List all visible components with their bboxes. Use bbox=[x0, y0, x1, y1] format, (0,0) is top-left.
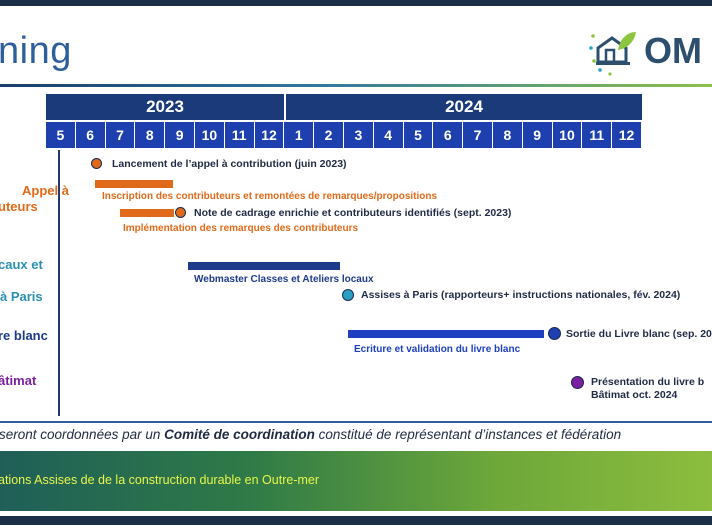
milestone-label: Présentation du livre b Bâtimat oct. 202… bbox=[591, 376, 704, 402]
milestone-marker bbox=[342, 289, 354, 301]
milestone-marker bbox=[91, 158, 102, 169]
timeline-axis bbox=[58, 150, 60, 416]
month-cell: 12 bbox=[254, 122, 285, 148]
footer-text: ations Assises de de la construction dur… bbox=[0, 473, 320, 487]
row-label-livre-blanc: re blanc bbox=[0, 328, 48, 343]
month-cell: 8 bbox=[492, 122, 523, 148]
logo-text: OM bbox=[644, 30, 702, 71]
month-cell: 4 bbox=[373, 122, 404, 148]
milestone-label: Note de cadrage enrichie et contributeur… bbox=[194, 207, 512, 219]
gantt-bar-label: Implémentation des remarques des contrib… bbox=[123, 223, 359, 234]
month-cell: 11 bbox=[582, 122, 613, 148]
bottom-bar bbox=[0, 516, 712, 525]
gantt-bar bbox=[188, 262, 340, 270]
coordination-note: seront coordonnées par un Comité de coor… bbox=[0, 427, 621, 442]
top-bar bbox=[0, 0, 712, 6]
month-cell: 9 bbox=[522, 122, 553, 148]
logo: OM bbox=[588, 28, 712, 76]
milestone-marker bbox=[175, 207, 186, 218]
milestone-label: Lancement de l’appel à contribution (jui… bbox=[112, 158, 347, 170]
milestone-label-line: Présentation du livre b bbox=[591, 376, 705, 388]
month-cell: 11 bbox=[224, 122, 255, 148]
month-cell: 5 bbox=[46, 122, 76, 148]
month-cell: 8 bbox=[135, 122, 166, 148]
month-cell: 1 bbox=[284, 122, 315, 148]
milestone-label-line: Bâtimat oct. 2024 bbox=[591, 389, 678, 401]
row-label-line: Appel à bbox=[22, 183, 69, 198]
row-label-batimat: âtimat bbox=[0, 373, 37, 388]
row-label-appel: Appel à uteurs bbox=[0, 183, 69, 215]
gantt-bar bbox=[95, 180, 173, 188]
milestone-marker bbox=[548, 327, 561, 340]
timeline-header: 2023 2024 5 6 7 8 9 10 11 12 1 2 3 4 5 6… bbox=[46, 94, 642, 148]
month-cell: 12 bbox=[612, 122, 642, 148]
month-cell: 2 bbox=[314, 122, 344, 148]
month-cell: 10 bbox=[194, 122, 225, 148]
month-cell: 7 bbox=[463, 122, 493, 148]
note-text: constitué de représentant d’instances et… bbox=[314, 427, 622, 442]
title-divider bbox=[0, 84, 712, 87]
row-label-line: uteurs bbox=[0, 199, 38, 214]
milestone-label: Sortie du Livre blanc (sep. 20 bbox=[566, 328, 712, 340]
gantt-bar bbox=[120, 209, 174, 217]
milestone-marker bbox=[571, 376, 584, 389]
footer-banner bbox=[0, 451, 712, 511]
note-divider bbox=[0, 421, 712, 423]
month-cell: 7 bbox=[105, 122, 136, 148]
month-row: 5 6 7 8 9 10 11 12 1 2 3 4 5 6 7 8 9 10 … bbox=[46, 122, 642, 148]
gantt-bar-label: Ecriture et validation du livre blanc bbox=[354, 344, 521, 355]
milestone-label: Assises à Paris (rapporteurs+ instructio… bbox=[361, 289, 681, 301]
month-cell: 9 bbox=[165, 122, 195, 148]
month-cell: 6 bbox=[75, 122, 106, 148]
note-emphasis: Comité de coordination bbox=[164, 427, 315, 442]
month-cell: 3 bbox=[343, 122, 374, 148]
gantt-bar bbox=[348, 330, 544, 338]
gantt-bar-label: Inscription des contributeurs et remonté… bbox=[102, 191, 438, 202]
row-label-assises: à Paris bbox=[0, 289, 43, 304]
month-cell: 10 bbox=[552, 122, 583, 148]
year-2023: 2023 bbox=[46, 94, 284, 120]
month-cell: 6 bbox=[433, 122, 464, 148]
note-text: seront coordonnées par un bbox=[0, 427, 165, 442]
month-cell: 5 bbox=[403, 122, 434, 148]
house-leaf-icon bbox=[589, 32, 636, 76]
gantt-bar-label: Webmaster Classes et Ateliers locaux bbox=[194, 274, 374, 285]
page-title: ning bbox=[0, 30, 72, 72]
year-row: 2023 2024 bbox=[46, 94, 642, 120]
year-2024: 2024 bbox=[284, 94, 642, 120]
row-label-ateliers: caux et bbox=[0, 257, 43, 272]
